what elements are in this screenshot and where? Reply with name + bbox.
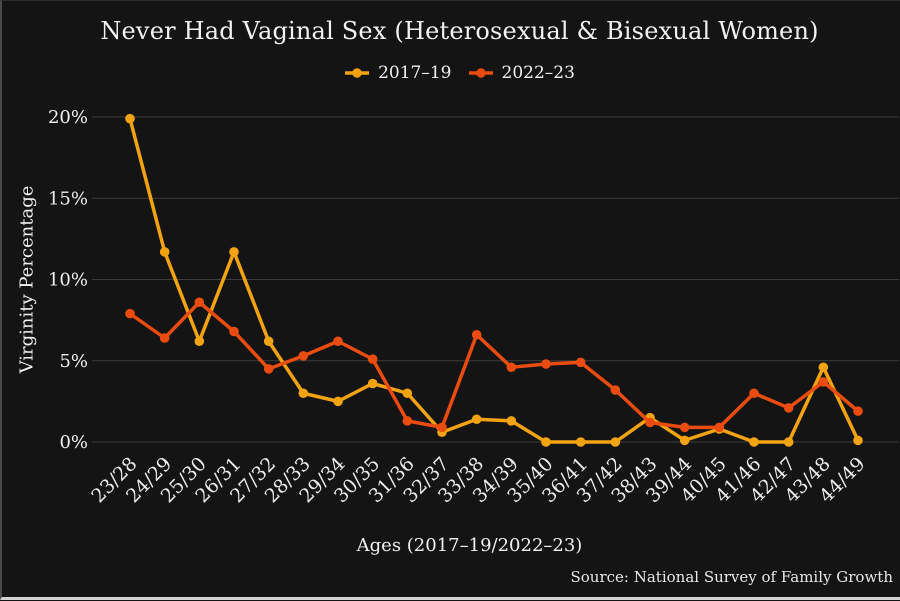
data-point[interactable]: [506, 362, 517, 373]
data-point[interactable]: [125, 308, 135, 319]
data-point[interactable]: [263, 336, 274, 347]
data-point[interactable]: [367, 354, 378, 364]
data-point[interactable]: [853, 435, 863, 446]
data-point[interactable]: [783, 403, 794, 413]
data-point[interactable]: [610, 385, 621, 395]
data-point[interactable]: [645, 417, 655, 428]
x-axis-title: Ages (2017–19/2022–23): [356, 535, 583, 556]
data-point[interactable]: [818, 362, 829, 373]
data-point[interactable]: [471, 414, 482, 425]
data-point[interactable]: [679, 435, 690, 446]
data-point[interactable]: [159, 247, 170, 257]
data-point[interactable]: [263, 364, 274, 374]
data-point[interactable]: [298, 351, 309, 361]
data-point[interactable]: [159, 333, 170, 343]
legend-label-2022-23: 2022–23: [501, 63, 575, 83]
data-point[interactable]: [298, 388, 309, 399]
data-point[interactable]: [471, 329, 482, 340]
data-point[interactable]: [194, 297, 205, 308]
data-point[interactable]: [783, 437, 794, 447]
data-point[interactable]: [541, 359, 551, 369]
y-tick-label: 15%: [48, 188, 88, 209]
y-tick-label: 0%: [59, 432, 88, 453]
data-point[interactable]: [333, 396, 343, 407]
data-point[interactable]: [402, 388, 413, 399]
data-point[interactable]: [229, 247, 239, 257]
y-tick-label: 5%: [59, 351, 88, 372]
data-point[interactable]: [506, 416, 517, 426]
data-point[interactable]: [818, 377, 829, 387]
data-point[interactable]: [333, 336, 343, 347]
data-point[interactable]: [575, 437, 586, 447]
data-point[interactable]: [125, 113, 135, 124]
legend-label-2017-19: 2017–19: [378, 63, 452, 83]
data-point[interactable]: [402, 416, 413, 426]
y-tick-label: 10%: [48, 270, 88, 291]
data-point[interactable]: [714, 422, 725, 433]
data-point[interactable]: [853, 406, 863, 416]
source-caption: Source: National Survey of Family Growth: [570, 568, 894, 586]
data-point[interactable]: [749, 388, 759, 399]
series-line-2017-19: [128, 116, 860, 444]
y-axis-title: Virginity Percentage: [16, 185, 38, 374]
data-point[interactable]: [541, 437, 551, 447]
legend: 2017–19 2022–23: [2, 63, 900, 83]
line-dot-marker-icon: [345, 68, 370, 78]
data-point[interactable]: [610, 437, 621, 447]
y-tick-label: 20%: [48, 107, 88, 128]
data-point[interactable]: [437, 422, 447, 433]
chart-title: Never Had Vaginal Sex (Heterosexual & Bi…: [100, 17, 819, 45]
data-point[interactable]: [679, 422, 690, 433]
data-point[interactable]: [749, 437, 759, 447]
legend-item-2017-19[interactable]: 2017–19: [344, 63, 452, 83]
data-point[interactable]: [575, 357, 586, 368]
legend-item-2022-23[interactable]: 2022–23: [468, 63, 575, 83]
data-point[interactable]: [367, 378, 378, 389]
data-point[interactable]: [229, 326, 239, 337]
data-point[interactable]: [194, 336, 205, 347]
series-line-2022-23: [128, 300, 860, 430]
line-dot-marker-icon: [468, 68, 493, 78]
